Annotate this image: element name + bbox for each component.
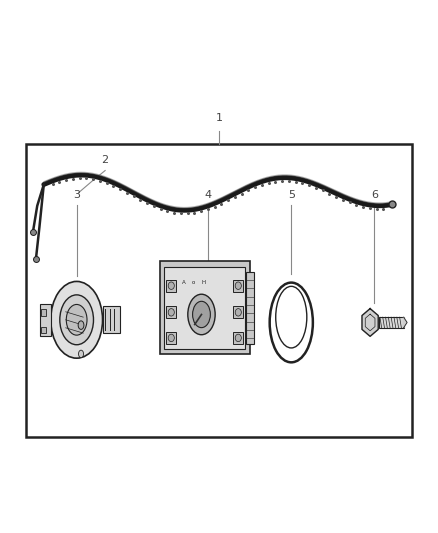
Circle shape	[168, 334, 174, 342]
Bar	[102, 306, 120, 333]
Ellipse shape	[276, 286, 307, 348]
Text: 5: 5	[288, 190, 295, 200]
Circle shape	[168, 309, 174, 316]
Circle shape	[235, 282, 241, 289]
Polygon shape	[403, 317, 407, 328]
Bar	[166, 332, 176, 344]
Bar	[26, 144, 412, 437]
Ellipse shape	[193, 301, 210, 328]
Bar	[233, 306, 243, 318]
Circle shape	[168, 282, 174, 289]
Ellipse shape	[66, 304, 87, 335]
Text: 4: 4	[205, 190, 212, 200]
Bar	[160, 261, 250, 354]
Ellipse shape	[78, 350, 84, 358]
Circle shape	[235, 334, 241, 342]
Ellipse shape	[270, 282, 313, 362]
Ellipse shape	[78, 321, 84, 329]
Text: 3: 3	[73, 190, 80, 200]
Bar	[41, 309, 46, 316]
Bar	[166, 280, 176, 292]
Bar	[41, 327, 46, 333]
Polygon shape	[362, 309, 378, 336]
Text: 2: 2	[102, 155, 109, 165]
Circle shape	[235, 309, 241, 316]
Bar	[246, 272, 254, 344]
Text: o: o	[192, 280, 195, 285]
Bar	[379, 317, 403, 328]
Text: 6: 6	[371, 190, 378, 200]
Ellipse shape	[188, 294, 215, 335]
Text: H: H	[201, 280, 205, 285]
Text: 1: 1	[215, 112, 223, 123]
Text: A: A	[182, 280, 186, 285]
Ellipse shape	[51, 281, 102, 358]
Bar	[233, 280, 243, 292]
Bar	[164, 266, 245, 349]
Ellipse shape	[60, 295, 93, 345]
Bar	[233, 332, 243, 344]
Bar	[40, 304, 51, 336]
Bar	[166, 306, 176, 318]
